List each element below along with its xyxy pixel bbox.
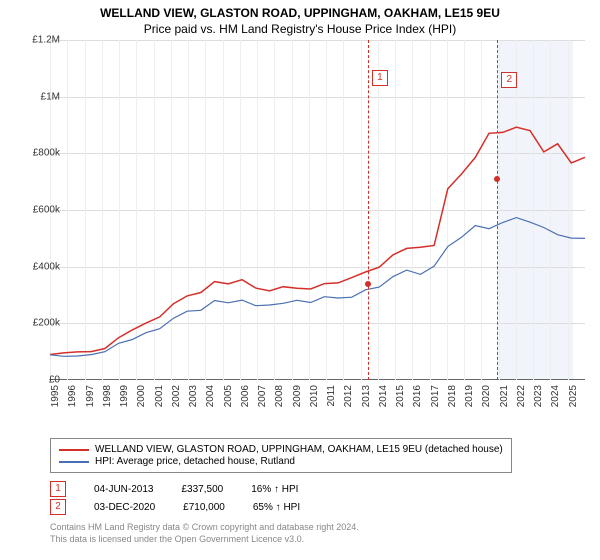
sale-marker-icon: 2: [50, 499, 66, 515]
x-tick-label: 2003: [188, 385, 199, 407]
x-tick-label: 2011: [326, 385, 337, 407]
x-tick-label: 2010: [309, 385, 320, 407]
x-tick-label: 2016: [412, 385, 423, 407]
y-tick-label: £1.2M: [32, 35, 60, 46]
line-series: [50, 40, 585, 380]
y-tick-label: £0: [49, 375, 60, 386]
x-tick-label: 2023: [533, 385, 544, 407]
x-tick-label: 2001: [154, 385, 165, 407]
x-tick-label: 1999: [119, 385, 130, 407]
x-tick-label: 2002: [171, 385, 182, 407]
y-tick-label: £200k: [33, 318, 60, 329]
x-tick-label: 2019: [464, 385, 475, 407]
x-tick-label: 2024: [550, 385, 561, 407]
x-tick-label: 2013: [361, 385, 372, 407]
marker-flag: 2: [501, 72, 517, 88]
legend-label: HPI: Average price, detached house, Rutl…: [95, 456, 295, 467]
x-tick-label: 1995: [50, 385, 61, 407]
x-tick-label: 2004: [205, 385, 216, 407]
x-tick-label: 1998: [102, 385, 113, 407]
x-tick-label: 2018: [447, 385, 458, 407]
x-tick-label: 2009: [292, 385, 303, 407]
sale-delta: 16% ↑ HPI: [251, 484, 298, 495]
chart-title: WELLAND VIEW, GLASTON ROAD, UPPINGHAM, O…: [0, 0, 600, 20]
chart-subtitle: Price paid vs. HM Land Registry's House …: [0, 20, 600, 40]
y-tick-label: £600k: [33, 205, 60, 216]
marker-flag: 1: [372, 70, 388, 86]
x-tick-label: 2017: [430, 385, 441, 407]
legend-label: WELLAND VIEW, GLASTON ROAD, UPPINGHAM, O…: [95, 444, 503, 455]
x-tick-label: 2008: [274, 385, 285, 407]
y-tick-label: £400k: [33, 261, 60, 272]
legend-swatch: [59, 461, 89, 463]
footer-line: This data is licensed under the Open Gov…: [50, 534, 359, 546]
x-tick-label: 2014: [378, 385, 389, 407]
chart-area: 1 2 1995 1996 1997 1998 1999 2000 2001 2002 2003 2…: [50, 40, 585, 405]
y-tick-label: £1M: [41, 91, 60, 102]
y-tick-label: £800k: [33, 148, 60, 159]
sale-marker-icon: 1: [50, 481, 66, 497]
sale-price: £710,000: [183, 502, 225, 513]
x-tick-label: 2000: [136, 385, 147, 407]
x-tick-label: 2022: [516, 385, 527, 407]
legend: WELLAND VIEW, GLASTON ROAD, UPPINGHAM, O…: [50, 438, 512, 473]
chart-container: WELLAND VIEW, GLASTON ROAD, UPPINGHAM, O…: [0, 0, 600, 560]
sale-date: 03-DEC-2020: [94, 502, 155, 513]
x-tick-label: 2012: [343, 385, 354, 407]
x-tick-label: 2020: [481, 385, 492, 407]
legend-item: WELLAND VIEW, GLASTON ROAD, UPPINGHAM, O…: [59, 444, 503, 455]
footer: Contains HM Land Registry data © Crown c…: [50, 522, 359, 545]
sale-row: 2 03-DEC-2020 £710,000 65% ↑ HPI: [50, 498, 300, 516]
sale-price: £337,500: [181, 484, 223, 495]
x-tick-label: 1997: [85, 385, 96, 407]
sale-records: 1 04-JUN-2013 £337,500 16% ↑ HPI 2 03-DE…: [50, 480, 300, 516]
x-tick-label: 2015: [395, 385, 406, 407]
x-tick-label: 2006: [240, 385, 251, 407]
x-tick-label: 2021: [499, 385, 510, 407]
x-tick-label: 2007: [257, 385, 268, 407]
footer-line: Contains HM Land Registry data © Crown c…: [50, 522, 359, 534]
sale-row: 1 04-JUN-2013 £337,500 16% ↑ HPI: [50, 480, 300, 498]
legend-swatch: [59, 449, 89, 451]
sale-delta: 65% ↑ HPI: [253, 502, 300, 513]
x-tick-label: 2005: [223, 385, 234, 407]
x-tick-label: 1996: [67, 385, 78, 407]
x-tick-label: 2025: [568, 385, 579, 407]
legend-item: HPI: Average price, detached house, Rutl…: [59, 456, 503, 467]
sale-date: 04-JUN-2013: [94, 484, 153, 495]
